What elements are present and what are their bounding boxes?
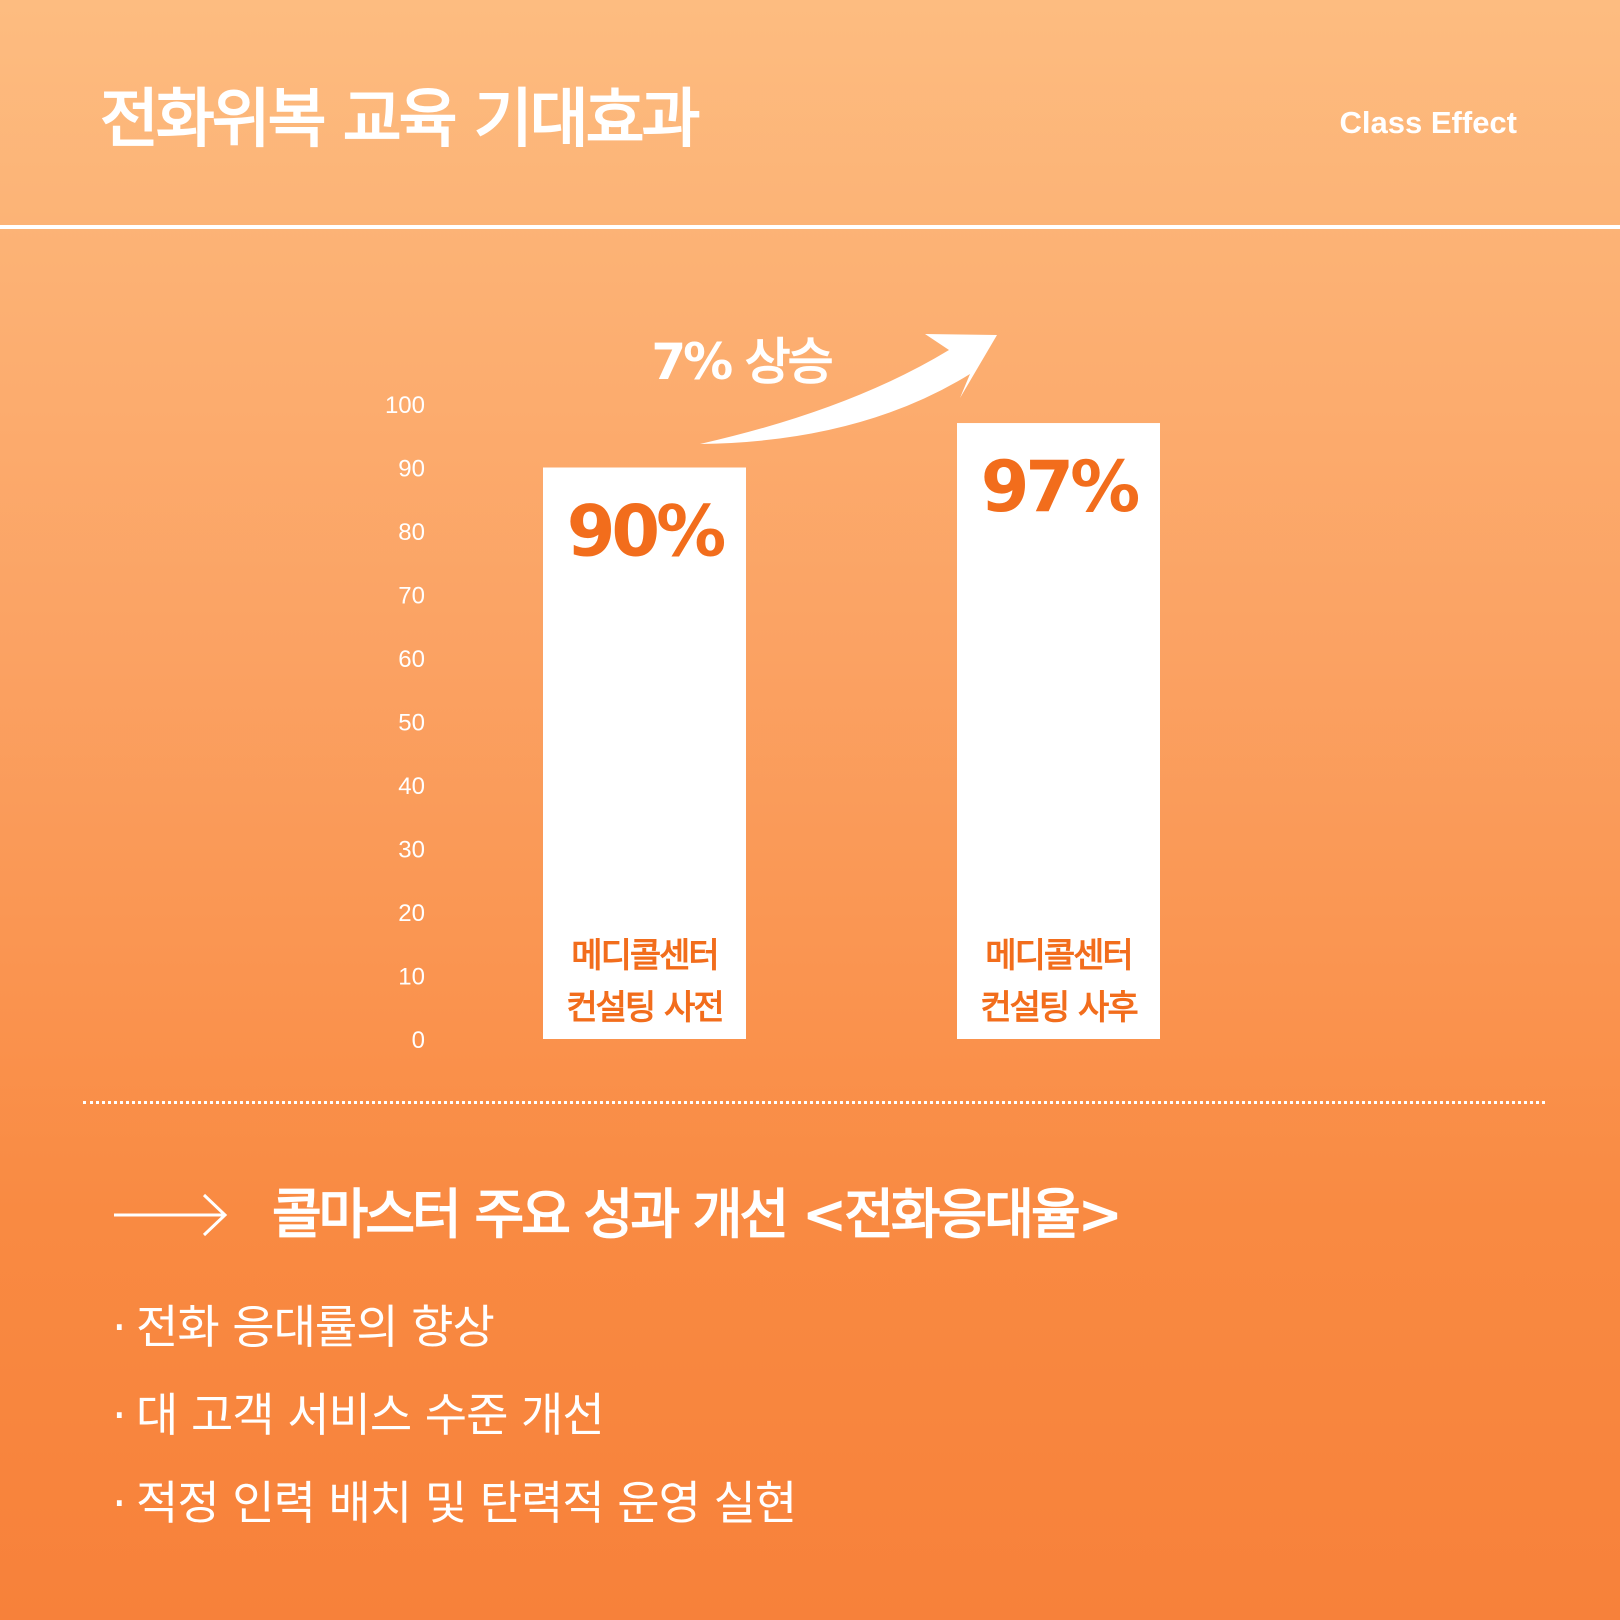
rise-annotation: 7% 상승: [651, 333, 832, 391]
y-tick-label: 50: [398, 710, 425, 737]
category-label: 컨설팅 사후: [980, 988, 1138, 1028]
y-tick-label: 60: [398, 646, 425, 673]
y-tick-label: 10: [398, 964, 425, 991]
y-tick-label: 70: [398, 583, 425, 610]
long-arrow-right-icon: [114, 1193, 228, 1237]
header-divider: [0, 225, 1620, 229]
page-title: 전화위복 교육 기대효과: [100, 83, 700, 157]
bullet-list: · 전화 응대률의 향상 · 대 고객 서비스 수준 개선 · 적정 인력 배치 및 …: [112, 1297, 797, 1561]
bullet-marker: ·: [112, 1388, 127, 1442]
category-label: 메디콜센터: [985, 936, 1131, 976]
y-tick-label: 80: [398, 519, 425, 546]
category-label: 컨설팅 사전: [566, 988, 722, 1028]
y-tick-label: 100: [385, 392, 425, 419]
list-item: · 대 고객 서비스 수준 개선: [112, 1385, 796, 1473]
y-tick-label: 30: [398, 837, 425, 864]
list-item-text: 대 고객 서비스 수준 개선: [136, 1388, 605, 1442]
feature-heading: 콜마스터 주요 성과 개선 <전화응대율>: [112, 1180, 1123, 1250]
bar: [543, 467, 746, 1039]
bullet-marker: ·: [112, 1476, 127, 1530]
list-item-text: 적정 인력 배치 및 탄력적 운영 실현: [136, 1476, 797, 1530]
category-label: 메디콜센터: [571, 936, 717, 976]
feature-title: 콜마스터 주요 성과 개선 <전화응대율>: [272, 1183, 1123, 1246]
list-item: · 전화 응대률의 향상: [112, 1297, 796, 1385]
bar-value-label: 97%: [981, 446, 1138, 528]
page-subtitle: Class Effect: [1339, 105, 1517, 140]
list-item-text: 전화 응대률의 향상: [136, 1300, 495, 1354]
bar: [957, 423, 1160, 1039]
y-tick-label: 0: [412, 1027, 425, 1054]
rise-arrow-icon: [700, 334, 997, 444]
section-divider: [83, 1101, 1545, 1104]
list-item: · 적정 인력 배치 및 탄력적 운영 실현: [112, 1473, 797, 1561]
bullet-marker: ·: [112, 1300, 127, 1354]
y-tick-label: 40: [398, 773, 425, 800]
bar-value-label: 90%: [567, 491, 724, 573]
y-tick-label: 20: [398, 900, 425, 927]
y-tick-label: 90: [398, 456, 425, 483]
